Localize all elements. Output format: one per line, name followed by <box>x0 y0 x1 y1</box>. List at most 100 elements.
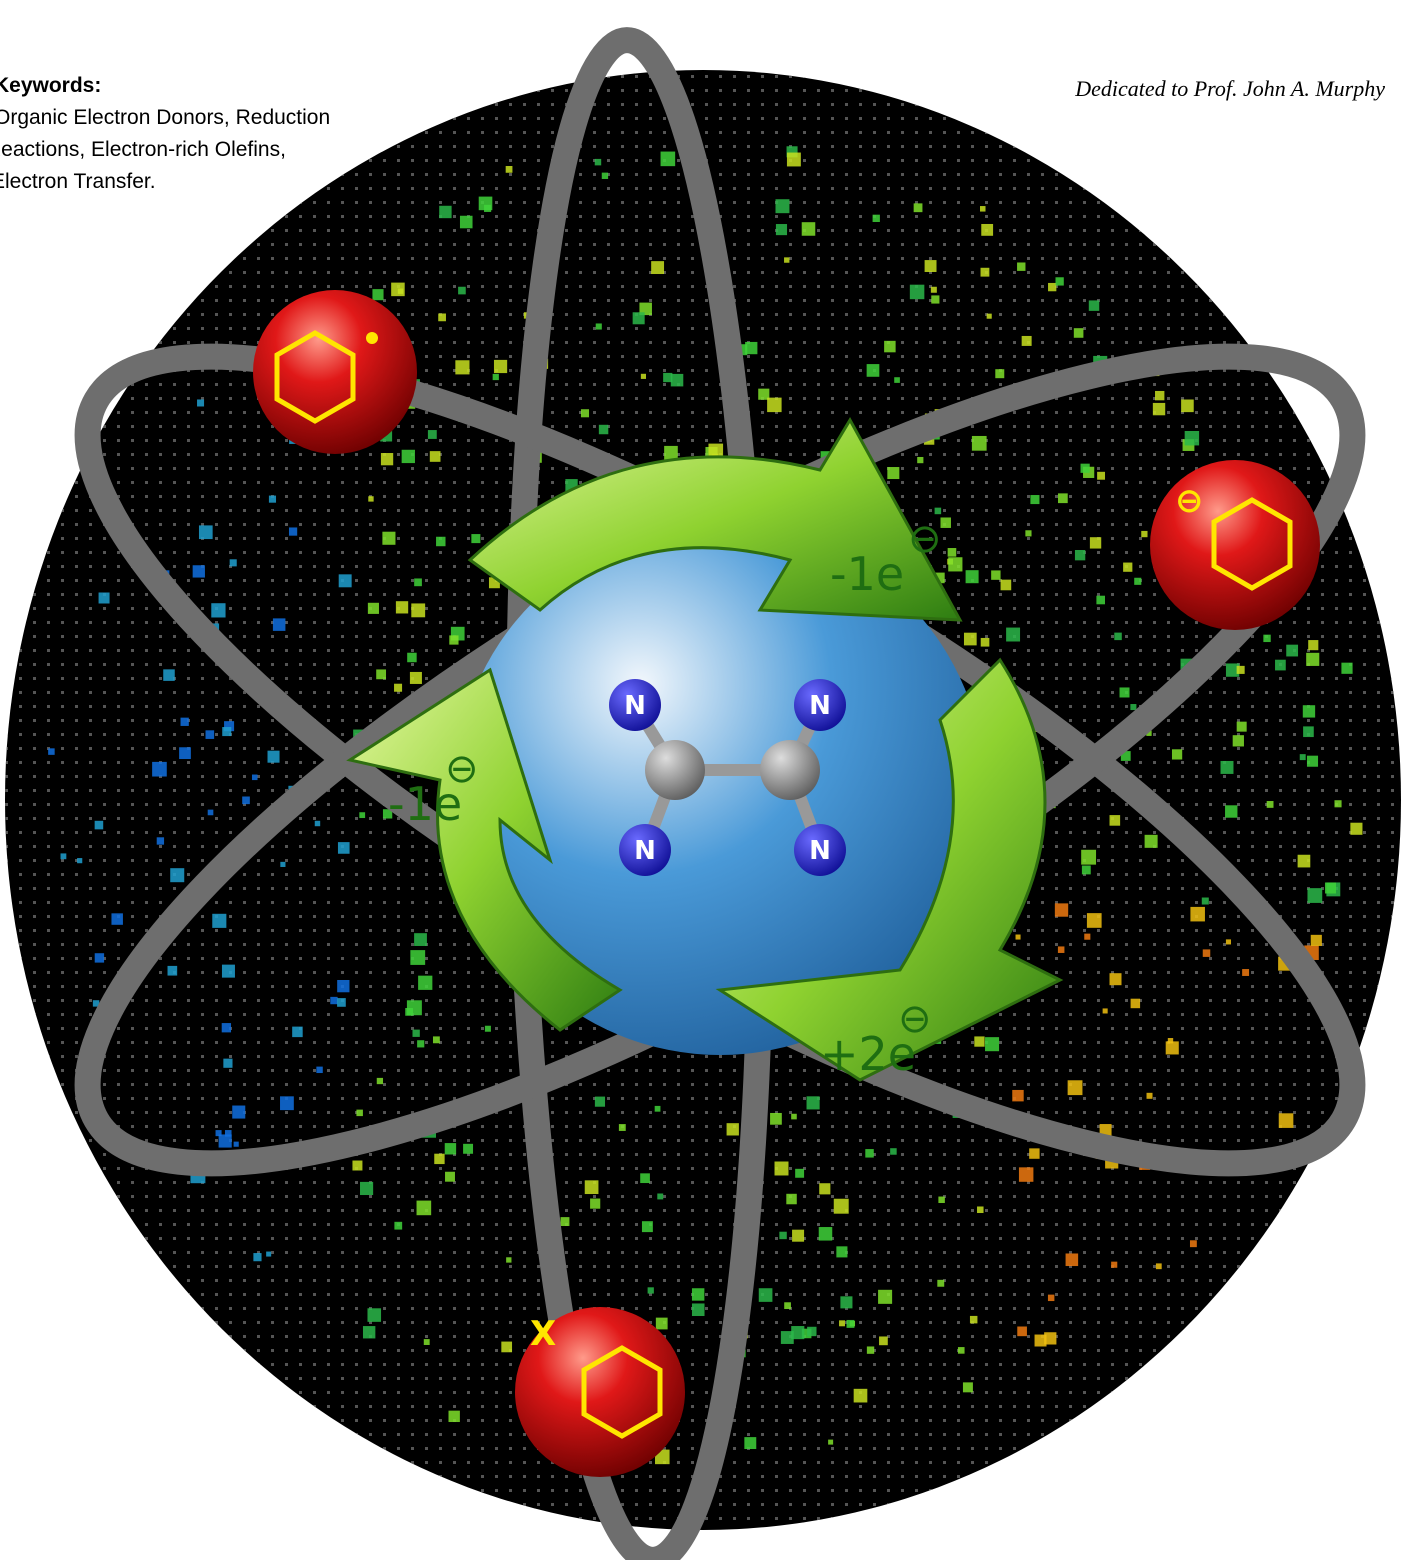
benzene <box>274 330 356 424</box>
speck <box>1202 949 1211 957</box>
speck <box>1171 749 1183 760</box>
keywords-title: Keywords: <box>0 74 101 97</box>
speck <box>434 1153 445 1165</box>
speck <box>1081 865 1091 875</box>
nitrogen-atom <box>619 824 671 876</box>
speck <box>726 1123 739 1136</box>
speck <box>1029 1148 1040 1159</box>
speck <box>170 868 185 883</box>
speck <box>1310 934 1322 946</box>
speck <box>839 1320 845 1327</box>
speck <box>618 1124 626 1131</box>
speck <box>745 341 758 355</box>
cycle-arrow <box>467 416 963 622</box>
speck <box>580 409 590 418</box>
speck <box>660 151 676 167</box>
speck <box>423 1339 430 1345</box>
speck <box>767 397 782 413</box>
benzene <box>581 1345 663 1439</box>
speck <box>780 1331 794 1344</box>
speck <box>938 1196 945 1204</box>
speck <box>651 261 665 275</box>
speck <box>1012 1089 1024 1102</box>
speck <box>791 1113 797 1120</box>
speck <box>1225 663 1240 677</box>
speck <box>594 1096 606 1107</box>
speck <box>1220 760 1234 774</box>
speck <box>478 196 493 211</box>
speck <box>1018 1167 1034 1182</box>
speck <box>253 1253 262 1262</box>
nitrogen-atoms: N N N N <box>609 679 846 876</box>
speck <box>691 1303 705 1317</box>
speck <box>1054 903 1069 917</box>
speck <box>98 592 110 604</box>
speck <box>397 288 404 294</box>
cycle-arrow <box>346 667 623 1032</box>
speck <box>1189 1240 1197 1248</box>
speck <box>429 451 441 462</box>
speck <box>416 1200 432 1216</box>
speck <box>288 527 298 536</box>
speck <box>1306 652 1320 666</box>
speck <box>819 1183 831 1195</box>
speck <box>197 399 205 407</box>
speck <box>770 1112 782 1125</box>
speck <box>401 449 415 464</box>
speck <box>414 933 427 946</box>
speck <box>48 748 55 755</box>
speck <box>394 683 403 692</box>
speck <box>376 1077 384 1085</box>
arrow-label: -1e <box>388 777 462 831</box>
speck <box>957 1347 965 1354</box>
speck <box>890 1148 897 1155</box>
speck <box>405 1008 413 1016</box>
speck <box>458 286 466 295</box>
carbon-atom <box>645 740 705 800</box>
speck <box>909 284 925 300</box>
atom-label: N <box>634 836 656 866</box>
speck <box>995 369 1005 379</box>
speck <box>584 1180 599 1195</box>
speck <box>1030 495 1040 505</box>
speck <box>212 913 227 928</box>
speck <box>1184 430 1200 446</box>
speck <box>501 1341 513 1353</box>
benzene <box>1211 497 1293 591</box>
speck <box>412 1029 420 1037</box>
benzene-rings <box>274 330 1293 1439</box>
speck <box>198 525 213 540</box>
speck <box>971 435 987 451</box>
speck <box>807 1326 817 1337</box>
speck <box>655 1317 668 1330</box>
cycle-arrows <box>346 416 1064 1082</box>
speck <box>1152 402 1166 416</box>
speck <box>1080 463 1090 473</box>
speck <box>792 1229 805 1242</box>
speck <box>775 199 790 214</box>
speck <box>654 1105 661 1112</box>
speck <box>427 430 437 439</box>
speck <box>1021 335 1032 346</box>
speck <box>758 388 770 400</box>
speck <box>1044 1332 1057 1345</box>
speck <box>1341 662 1353 674</box>
speck <box>1181 399 1194 413</box>
speck <box>330 996 338 1005</box>
speck <box>1096 595 1105 605</box>
speck <box>1286 644 1299 657</box>
radical-dot <box>366 332 378 344</box>
keyword-line: Electron Transfer. <box>0 170 156 193</box>
speck <box>1225 805 1238 818</box>
speck <box>436 536 446 547</box>
speck <box>314 820 321 827</box>
speck <box>368 496 374 502</box>
speck <box>1057 946 1065 953</box>
speck <box>786 1193 797 1205</box>
speck <box>455 360 470 375</box>
speck <box>1065 1253 1079 1267</box>
speck <box>448 1410 460 1423</box>
speck <box>640 1173 650 1184</box>
speck <box>367 602 379 614</box>
speck <box>409 671 422 684</box>
